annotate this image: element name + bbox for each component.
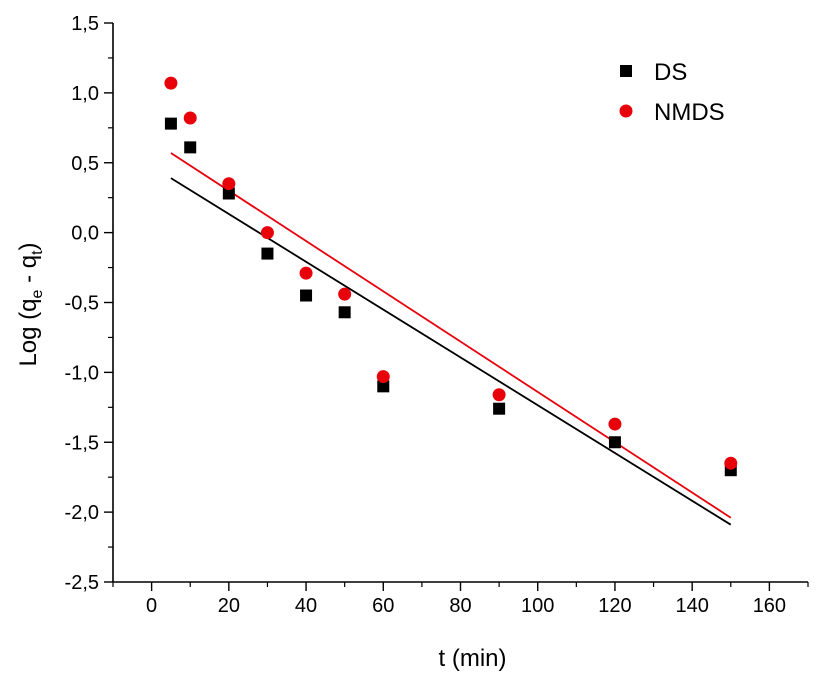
point-nmds — [164, 76, 178, 90]
y-tick-label: -2,0 — [65, 502, 99, 524]
x-tick-label: 20 — [218, 595, 240, 617]
x-tick-label: 80 — [449, 595, 471, 617]
y-axis-title-end: ) — [15, 242, 42, 250]
fit-line-nmds — [170, 152, 732, 519]
point-nmds — [724, 456, 738, 470]
legend: DS NMDS — [619, 59, 725, 126]
point-ds — [608, 436, 621, 449]
legend-label-ds: DS — [654, 59, 687, 86]
axes: 0 20 40 60 80 100 120 140 160 -2,5 -2,0 -1,5 -1,0 -0,… — [65, 13, 809, 617]
point-ds — [222, 187, 235, 200]
point-nmds — [338, 287, 352, 301]
y-tick-label: -1,5 — [65, 432, 99, 454]
point-ds — [261, 247, 274, 260]
point-ds — [377, 380, 390, 393]
point-nmds — [492, 388, 506, 402]
point-nmds — [299, 266, 313, 280]
x-tick-label: 100 — [521, 595, 554, 617]
x-tick-label: 160 — [753, 595, 786, 617]
y-axis-title-mid: - q — [15, 255, 42, 290]
x-tick-label: 60 — [372, 595, 394, 617]
y-tick-label: 1,5 — [71, 13, 99, 35]
legend-marker-nmds — [619, 104, 633, 118]
legend-label-nmds: NMDS — [654, 99, 725, 126]
x-tick-label: 0 — [146, 595, 157, 617]
point-nmds — [183, 111, 197, 125]
legend-marker-ds — [620, 65, 632, 77]
axis-labels: t (min) Log (qe - qt) — [15, 242, 507, 672]
point-nmds — [260, 226, 274, 240]
x-tick-label: 40 — [295, 595, 317, 617]
y-axis-title-sub-e: e — [29, 289, 46, 298]
fit-lines — [170, 152, 732, 526]
point-ds — [338, 306, 351, 319]
y-tick-label: 0,5 — [71, 153, 99, 175]
y-tick-label: 1,0 — [71, 83, 99, 105]
y-tick-label: -2,5 — [65, 572, 99, 594]
x-axis-title: t (min) — [439, 645, 507, 672]
y-axis-title: Log (qe - qt) — [15, 242, 46, 366]
point-ds — [184, 141, 197, 154]
y-tick-label: -1,0 — [65, 362, 99, 384]
y-axis-title-main: Log (q — [15, 298, 42, 366]
point-ds — [164, 117, 177, 130]
y-tick-label: 0,0 — [71, 223, 99, 245]
point-nmds — [376, 370, 390, 384]
point-nmds — [608, 417, 622, 431]
point-ds — [300, 289, 313, 302]
fit-line-ds — [170, 177, 732, 526]
y-tick-label: -0,5 — [65, 293, 99, 315]
x-tick-label: 140 — [675, 595, 708, 617]
point-nmds — [222, 177, 236, 191]
data-points — [164, 76, 738, 477]
point-ds — [493, 402, 506, 415]
x-tick-label: 120 — [598, 595, 631, 617]
y-axis-title-sub-t: t — [29, 250, 46, 255]
